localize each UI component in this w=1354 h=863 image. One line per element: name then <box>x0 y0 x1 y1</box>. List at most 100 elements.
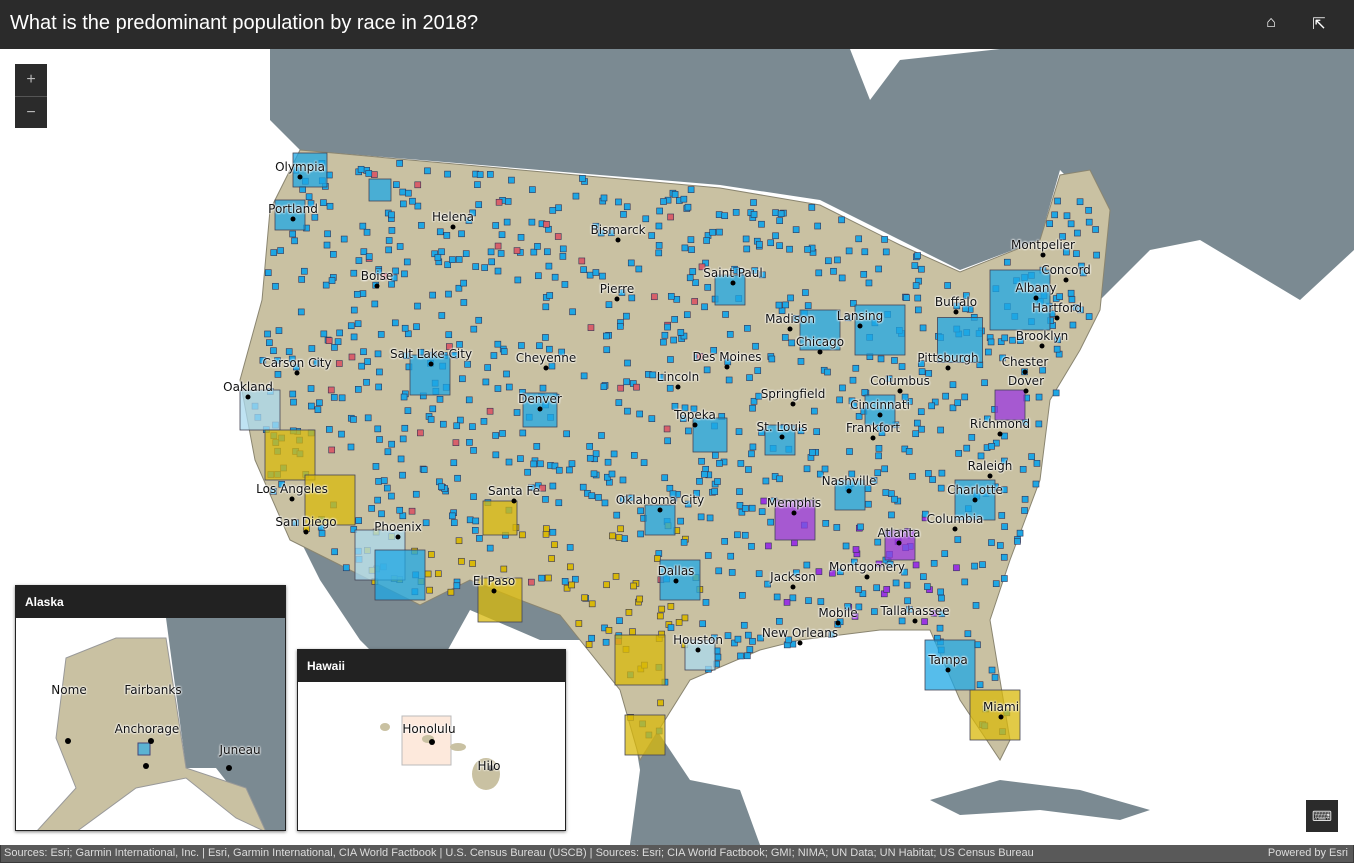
county-marker[interactable] <box>455 537 463 545</box>
county-marker[interactable] <box>758 508 766 516</box>
county-marker[interactable] <box>338 394 346 402</box>
county-marker[interactable] <box>549 207 557 214</box>
county-marker[interactable] <box>918 265 925 273</box>
county-marker[interactable] <box>409 197 416 205</box>
county-marker[interactable] <box>751 267 759 274</box>
county-marker[interactable] <box>388 227 396 234</box>
county-marker[interactable] <box>445 331 453 339</box>
county-marker[interactable] <box>1021 495 1029 503</box>
county-marker[interactable] <box>374 496 381 504</box>
county-marker[interactable] <box>439 420 447 428</box>
county-marker[interactable] <box>667 213 674 221</box>
county-marker[interactable] <box>837 568 844 576</box>
county-marker[interactable] <box>548 362 556 370</box>
county-marker[interactable] <box>873 584 880 592</box>
county-marker[interactable] <box>912 561 920 569</box>
county-marker[interactable] <box>578 257 586 265</box>
county-marker[interactable] <box>874 538 882 546</box>
county-marker[interactable] <box>453 582 461 590</box>
county-marker[interactable] <box>417 429 424 437</box>
county-marker[interactable] <box>711 488 719 495</box>
county-marker[interactable] <box>744 631 752 639</box>
county-marker[interactable] <box>657 373 664 381</box>
county-marker[interactable] <box>542 496 549 503</box>
county-marker[interactable] <box>624 359 631 367</box>
county-marker[interactable] <box>537 460 544 468</box>
county-marker[interactable] <box>658 605 666 613</box>
county-marker[interactable] <box>776 217 783 224</box>
county-marker[interactable] <box>592 450 600 458</box>
county-marker[interactable] <box>736 502 744 509</box>
county-marker[interactable] <box>1085 206 1092 214</box>
county-marker[interactable] <box>561 281 569 288</box>
county-marker[interactable] <box>418 222 425 229</box>
county-marker[interactable] <box>710 347 717 354</box>
county-marker[interactable] <box>680 415 687 422</box>
county-marker[interactable] <box>558 348 565 356</box>
county-marker[interactable] <box>697 513 705 521</box>
county-marker[interactable] <box>987 338 995 346</box>
hawaii-inset[interactable]: Hawaii Honolulu Hilo <box>297 649 566 831</box>
county-marker[interactable] <box>680 195 688 203</box>
county-marker[interactable] <box>420 466 428 473</box>
powered-by-link[interactable]: Powered by Esri <box>1267 847 1348 859</box>
county-marker[interactable] <box>696 353 704 360</box>
county-marker[interactable] <box>546 292 554 299</box>
county-marker[interactable] <box>825 257 832 265</box>
city-marker[interactable] <box>374 549 426 601</box>
county-marker[interactable] <box>918 425 925 433</box>
county-marker[interactable] <box>592 269 600 276</box>
county-marker[interactable] <box>555 499 563 507</box>
county-marker[interactable] <box>579 483 587 491</box>
home-button[interactable]: ⌂ <box>1261 14 1281 34</box>
county-marker[interactable] <box>427 416 435 423</box>
county-marker[interactable] <box>324 230 331 238</box>
county-marker[interactable] <box>636 595 644 603</box>
county-marker[interactable] <box>1001 334 1009 342</box>
county-marker[interactable] <box>860 271 868 278</box>
county-marker[interactable] <box>534 243 541 250</box>
county-marker[interactable] <box>311 213 319 221</box>
county-marker[interactable] <box>1001 575 1008 582</box>
county-marker[interactable] <box>1000 486 1008 494</box>
county-marker[interactable] <box>624 407 631 415</box>
county-marker[interactable] <box>698 263 706 271</box>
county-marker[interactable] <box>331 548 338 556</box>
county-marker[interactable] <box>743 652 751 660</box>
county-marker[interactable] <box>613 511 621 519</box>
county-marker[interactable] <box>399 512 407 520</box>
county-marker[interactable] <box>937 484 945 492</box>
county-marker[interactable] <box>482 378 490 386</box>
county-marker[interactable] <box>308 345 316 352</box>
city-marker[interactable] <box>969 689 1021 741</box>
county-marker[interactable] <box>519 389 526 396</box>
county-marker[interactable] <box>667 356 674 363</box>
county-marker[interactable] <box>874 469 882 477</box>
county-marker[interactable] <box>323 241 331 249</box>
county-marker[interactable] <box>773 593 781 601</box>
county-marker[interactable] <box>777 210 785 218</box>
county-marker[interactable] <box>472 263 480 270</box>
county-marker[interactable] <box>414 181 422 189</box>
county-marker[interactable] <box>749 404 756 412</box>
county-marker[interactable] <box>600 383 608 390</box>
county-marker[interactable] <box>598 432 605 439</box>
county-marker[interactable] <box>925 370 933 377</box>
county-marker[interactable] <box>764 580 771 588</box>
county-marker[interactable] <box>426 586 433 594</box>
county-marker[interactable] <box>272 282 279 290</box>
county-marker[interactable] <box>586 271 594 279</box>
county-marker[interactable] <box>494 267 502 275</box>
city-marker[interactable] <box>714 274 746 306</box>
county-marker[interactable] <box>689 268 697 275</box>
county-marker[interactable] <box>814 222 821 230</box>
county-marker[interactable] <box>470 493 477 500</box>
county-marker[interactable] <box>742 235 750 243</box>
county-marker[interactable] <box>414 202 422 210</box>
county-marker[interactable] <box>1054 197 1061 205</box>
county-marker[interactable] <box>1035 393 1043 401</box>
county-marker[interactable] <box>434 254 442 261</box>
county-marker[interactable] <box>301 267 308 275</box>
county-marker[interactable] <box>401 424 409 432</box>
county-marker[interactable] <box>330 251 337 258</box>
